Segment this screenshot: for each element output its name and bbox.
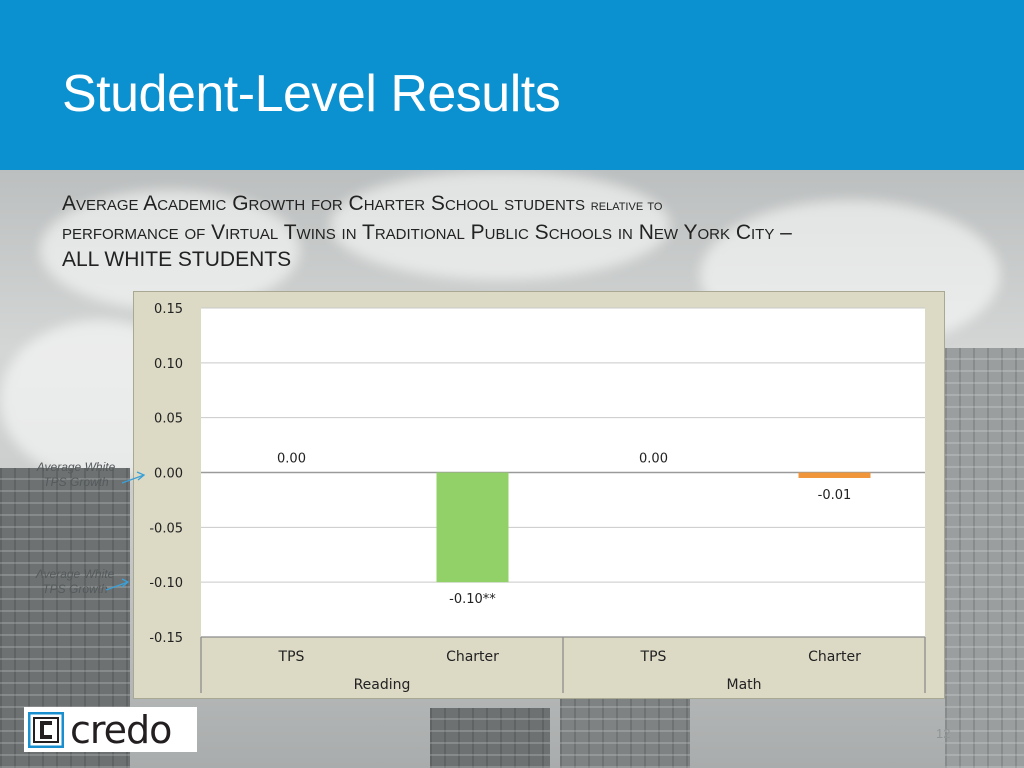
x-tick-label: TPS	[278, 649, 305, 665]
bar	[798, 472, 871, 478]
credo-logo: credo	[24, 707, 197, 752]
subtitle-line2: performance of Virtual Twins in Traditio…	[62, 221, 792, 244]
arrow-upper-head	[136, 471, 146, 481]
x-tick-label: Charter	[808, 649, 861, 665]
annotation-upper: Average White TPS Growth	[36, 460, 116, 489]
data-label: 0.00	[639, 452, 668, 467]
y-tick-label: -0.15	[149, 631, 183, 646]
data-label: -0.01	[818, 488, 852, 503]
bar-chart: 0.15 0.10 0.05 0.00 -0.05 -0.10 -0.15 0.00 TPS -0…	[149, 302, 926, 693]
slide-title: Student-Level Results	[62, 65, 561, 123]
credo-logo-text: credo	[70, 707, 172, 752]
subtitle-line3: ALL WHITE STUDENTS	[62, 248, 292, 271]
page-number: 12	[936, 726, 951, 741]
annotation-arrows	[105, 471, 146, 591]
data-label: -0.10**	[449, 592, 496, 607]
y-tick-label: -0.05	[149, 521, 183, 536]
y-tick-label: 0.10	[154, 357, 183, 372]
y-tick-label: 0.05	[154, 412, 183, 427]
x-tick-label: TPS	[640, 649, 667, 665]
subtitle-line1: Average Academic Growth for Charter Scho…	[62, 192, 585, 215]
header-bar: Student-Level Results	[0, 0, 1024, 170]
x-tick-label: Charter	[446, 649, 499, 665]
credo-logo-icon	[28, 711, 64, 748]
group-label: Math	[726, 677, 761, 693]
bar	[436, 472, 509, 583]
subtitle-line1-suffix: relative to	[590, 197, 663, 214]
y-tick-label: 0.15	[154, 302, 183, 317]
annotation-lower: Average White TPS Growth	[35, 567, 115, 596]
y-tick-label: 0.00	[154, 467, 183, 482]
arrow-upper	[121, 474, 145, 484]
arrow-lower-head	[121, 578, 130, 588]
slide-subtitle: Average Academic Growth for Charter Scho…	[62, 190, 982, 273]
data-label: 0.00	[277, 452, 306, 467]
arrow-lower	[105, 581, 129, 591]
group-label: Reading	[354, 677, 411, 693]
y-tick-label: -0.10	[149, 576, 183, 591]
